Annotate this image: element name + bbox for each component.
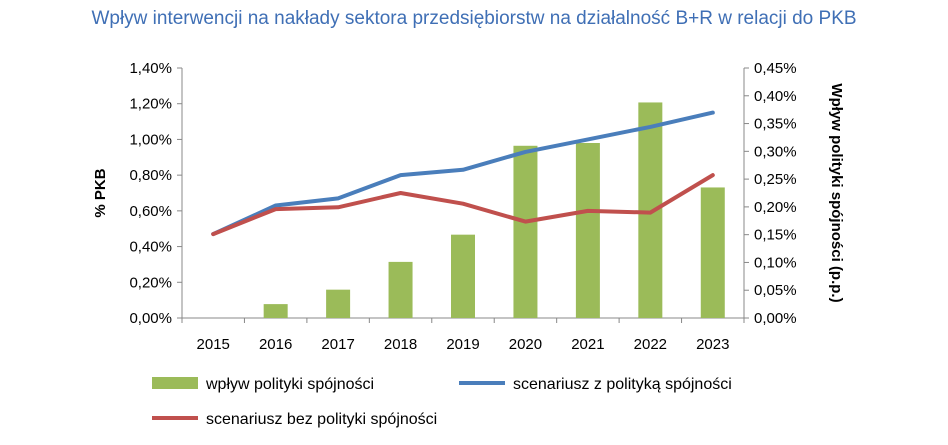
y-right-tick-label: 0,20% <box>754 199 797 216</box>
y-left-tick-label: 1,00% <box>129 131 172 148</box>
series-line <box>211 173 715 237</box>
y-left-tick-label: 1,40% <box>129 60 172 77</box>
y-right-tick-label: 0,35% <box>754 116 797 133</box>
bar <box>263 304 288 318</box>
bar-series <box>263 102 725 318</box>
line-series <box>211 110 715 237</box>
y-axis-right-label: Wpływ polityki spójności (p.p.) <box>828 83 845 302</box>
x-tick-label: 2015 <box>197 336 230 353</box>
y-left-tick-label: 0,80% <box>129 167 172 184</box>
x-tick-label: 2018 <box>384 336 417 353</box>
y-left-tick-label: 1,20% <box>129 96 172 113</box>
bar <box>388 261 413 318</box>
x-tick-label: 2016 <box>259 336 292 353</box>
series-line <box>211 110 715 237</box>
tick-labels: 0,00% 0,20% 0,40% 0,60% 0,80% 1,00% 1,20% 1,40%… <box>129 60 796 353</box>
y-right-tick-label: 0,40% <box>754 88 797 105</box>
y-right-tick-label: 0,25% <box>754 171 797 188</box>
chart-title: Wpływ interwencji na nakłady sektora prz… <box>91 8 857 29</box>
legend: wpływ polityki spójności scenariusz z pol… <box>152 376 732 428</box>
x-tick-label: 2021 <box>571 336 604 353</box>
y-right-tick-label: 0,45% <box>754 60 797 77</box>
x-tick-label: 2019 <box>446 336 479 353</box>
y-left-tick-label: 0,00% <box>129 310 172 327</box>
x-tick-label: 2023 <box>696 336 729 353</box>
legend-label: scenariusz bez polityki spójności <box>206 411 437 428</box>
y-left-tick-label: 0,60% <box>129 203 172 220</box>
y-right-tick-label: 0,15% <box>754 227 797 244</box>
y-right-tick-label: 0,05% <box>754 282 797 299</box>
x-tick-label: 2022 <box>634 336 667 353</box>
legend-label: scenariusz z polityką spójności <box>513 376 732 393</box>
y-left-tick-label: 0,20% <box>129 274 172 291</box>
legend-swatch-bar <box>152 377 198 389</box>
y-right-tick-label: 0,10% <box>754 254 797 271</box>
bar <box>700 187 725 318</box>
y-left-tick-label: 0,40% <box>129 239 172 256</box>
bar <box>513 145 538 318</box>
y-right-tick-label: 0,30% <box>754 143 797 160</box>
x-tick-label: 2017 <box>321 336 354 353</box>
x-tick-label: 2020 <box>509 336 542 353</box>
bar <box>638 102 663 318</box>
bar <box>326 289 351 318</box>
y-axis-left-label: % PKB <box>92 168 109 217</box>
bar <box>451 234 475 318</box>
y-right-tick-label: 0,00% <box>754 310 797 327</box>
legend-label: wpływ polityki spójności <box>205 376 374 393</box>
bar <box>575 143 600 318</box>
